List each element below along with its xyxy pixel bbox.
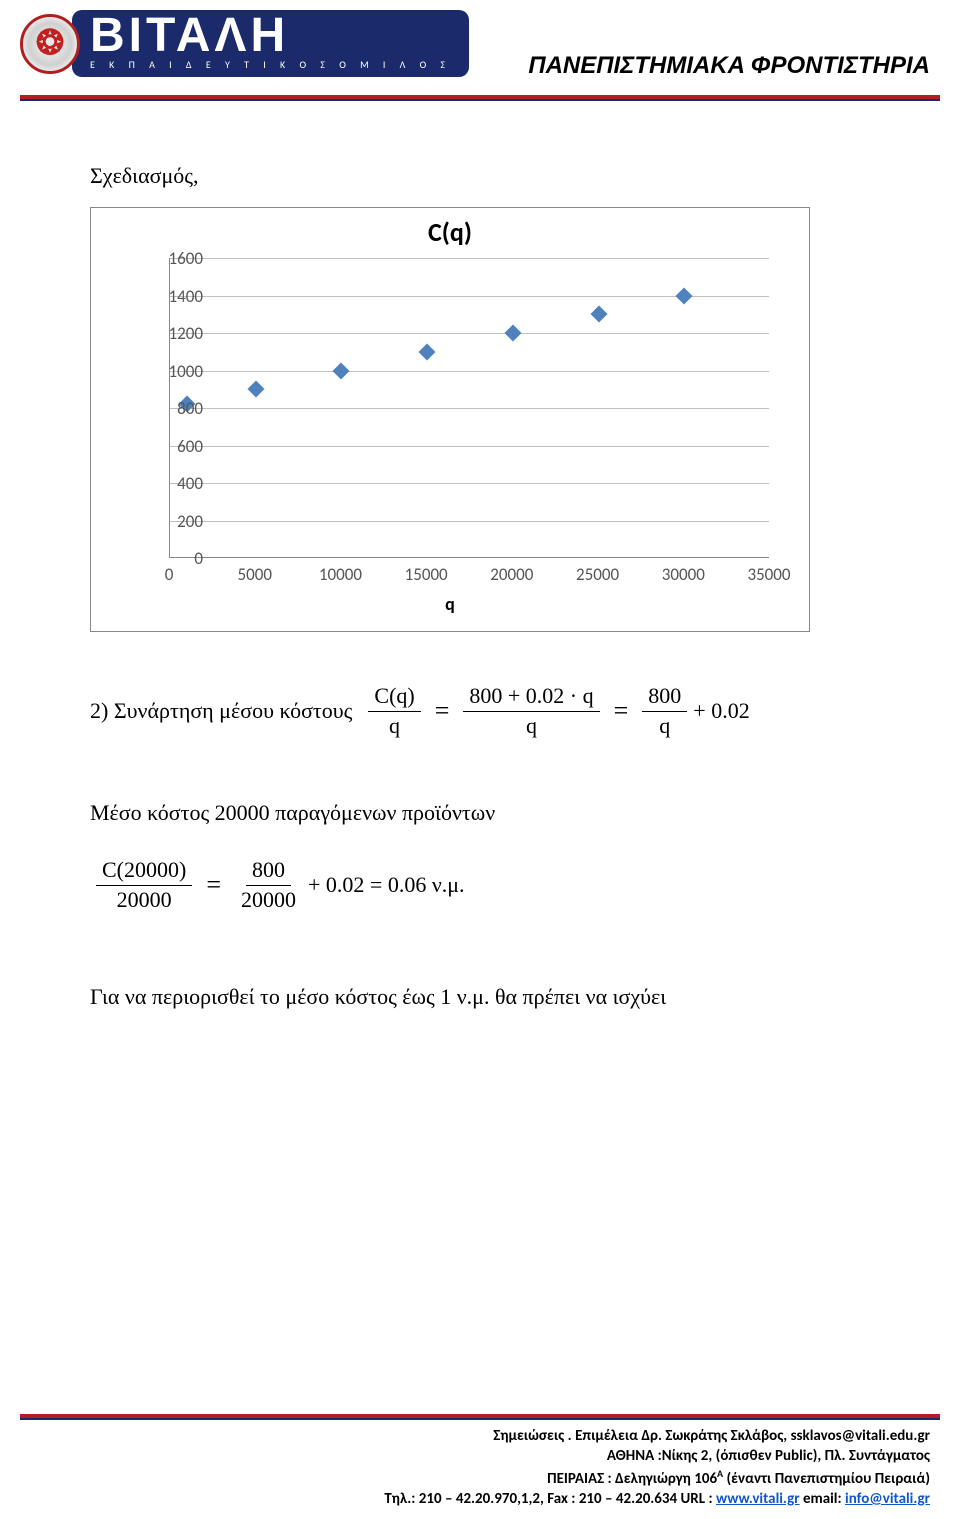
footer-email-link[interactable]: info@vitali.gr <box>845 1490 930 1508</box>
footer-address-piraeus-a: ΠΕΙΡΑΙΑΣ : Δεληγιώργη 106 <box>547 1470 717 1488</box>
chart-x-tick: 35000 <box>739 564 799 585</box>
chart-data-point <box>333 362 350 379</box>
chart-x-tick: 0 <box>139 564 199 585</box>
chart-y-tick: 1400 <box>143 286 203 307</box>
footer-address-athens: ΑΘΗΝΑ :Νίκης 2, (όπισθεν Public), Πλ. Συ… <box>30 1446 930 1466</box>
chart-data-point <box>590 306 607 323</box>
eq1-frac1: C(q) q <box>368 682 420 740</box>
logo-icon: ❂ <box>20 14 80 74</box>
footer-address-piraeus-b: (έναντι Πανεπιστημίου Πειραιά) <box>723 1470 930 1488</box>
chart-gridline <box>170 258 769 259</box>
chart-y-tick: 800 <box>143 398 203 419</box>
chart-data-point <box>676 287 693 304</box>
chart-x-tick: 20000 <box>482 564 542 585</box>
equation-avg-cost-20000: C(20000) 20000 = 800 20000 + 0.02 = 0.06… <box>90 856 870 914</box>
chart-y-tick: 600 <box>143 436 203 457</box>
header-rule-blue <box>20 99 940 101</box>
brand-block: ❂ ΒΙΤΑΛΗ Ε Κ Π Α Ι Δ Ε Υ Τ Ι Κ Ο Σ Ο Μ Ι… <box>20 10 469 77</box>
brand-name: ΒΙΤΑΛΗ <box>90 12 451 60</box>
chart-data-point <box>247 381 264 398</box>
chart-y-tick: 1600 <box>143 248 203 269</box>
logo-spiral-icon: ❂ <box>23 17 77 71</box>
chart-gridline <box>170 446 769 447</box>
chart-title: C(q) <box>91 208 809 248</box>
chart-x-axis-label: q <box>91 593 809 615</box>
eq1-tail: + 0.02 <box>693 698 749 724</box>
footer-phone-fax: Τηλ.: 210 – 42.20.970,1,2, Fax : 210 – 4… <box>384 1490 716 1508</box>
page-header: ❂ ΒΙΤΑΛΗ Ε Κ Π Α Ι Δ Ε Υ Τ Ι Κ Ο Σ Ο Μ Ι… <box>0 0 960 110</box>
page-footer: Σημειώσεις . Επιμέλεια Δρ. Σωκράτης Σκλά… <box>0 1414 960 1509</box>
footer-author-email: ssklavos@vitali.edu.gr <box>791 1427 930 1445</box>
brand-tagline: Ε Κ Π Α Ι Δ Ε Υ Τ Ι Κ Ο Σ Ο Μ Ι Λ Ο Σ <box>90 58 451 71</box>
eq2-tail: + 0.02 = 0.06 ν.μ. <box>308 872 465 898</box>
page-subtitle: ΠΑΝΕΠΙΣΤΗΜΙΑΚΑ ΦΡΟΝΤΙΣΤΗΡΙΑ <box>528 52 930 80</box>
page: ❂ ΒΙΤΑΛΗ Ε Κ Π Α Ι Δ Ε Υ Τ Ι Κ Ο Σ Ο Μ Ι… <box>0 0 960 1519</box>
brand-name-box: ΒΙΤΑΛΗ Ε Κ Π Α Ι Δ Ε Υ Τ Ι Κ Ο Σ Ο Μ Ι Λ… <box>72 10 469 77</box>
chart-x-tick: 25000 <box>568 564 628 585</box>
chart-plot-area <box>169 258 769 558</box>
chart-x-tick: 10000 <box>310 564 370 585</box>
footer-credit: Σημειώσεις . Επιμέλεια Δρ. Σωκράτης Σκλά… <box>493 1427 790 1445</box>
chart-gridline <box>170 521 769 522</box>
chart-x-tick: 15000 <box>396 564 456 585</box>
chart-y-tick: 1200 <box>143 323 203 344</box>
equals-sign: = <box>614 696 629 726</box>
eq1-frac2: 800 + 0.02 · q q <box>463 682 599 740</box>
chart-y-tick: 1000 <box>143 361 203 382</box>
avg-cost-20000-label: Μέσο κόστος 20000 παραγόμενων προϊόντων <box>90 800 870 826</box>
eq1-frac3: 800 q <box>642 682 687 740</box>
constraint-text: Για να περιορισθεί το μέσο κόστος έως 1 … <box>90 984 870 1010</box>
chart-data-point <box>419 343 436 360</box>
chart-x-tick: 5000 <box>225 564 285 585</box>
chart-container: C(q) q 020040060080010001200140016000500… <box>90 207 810 632</box>
equation-avg-cost-function: 2) Συνάρτηση μέσου κόστους C(q) q = 800 … <box>90 682 870 740</box>
footer-text: Σημειώσεις . Επιμέλεια Δρ. Σωκράτης Σκλά… <box>0 1420 960 1509</box>
chart-data-point <box>504 325 521 342</box>
chart-y-tick: 200 <box>143 511 203 532</box>
eq2-frac2: 800 20000 <box>235 856 302 914</box>
chart-gridline <box>170 483 769 484</box>
chart-gridline <box>170 371 769 372</box>
eq2-frac1: C(20000) 20000 <box>96 856 192 914</box>
page-body: Σχεδιασμός, C(q) q 0 200 400 600 800 1000 1200… <box>0 110 960 1010</box>
chart-x-tick: 30000 <box>653 564 713 585</box>
chart-y-tick: 400 <box>143 473 203 494</box>
design-heading: Σχεδιασμός, <box>90 163 870 189</box>
equals-sign: = <box>435 696 450 726</box>
eq1-prefix: 2) Συνάρτηση μέσου κόστους <box>90 698 352 724</box>
footer-email-label: email: <box>800 1490 845 1508</box>
equals-sign: = <box>206 870 221 900</box>
footer-url-link[interactable]: www.vitali.gr <box>716 1490 800 1508</box>
chart-gridline <box>170 408 769 409</box>
chart-gridline <box>170 333 769 334</box>
